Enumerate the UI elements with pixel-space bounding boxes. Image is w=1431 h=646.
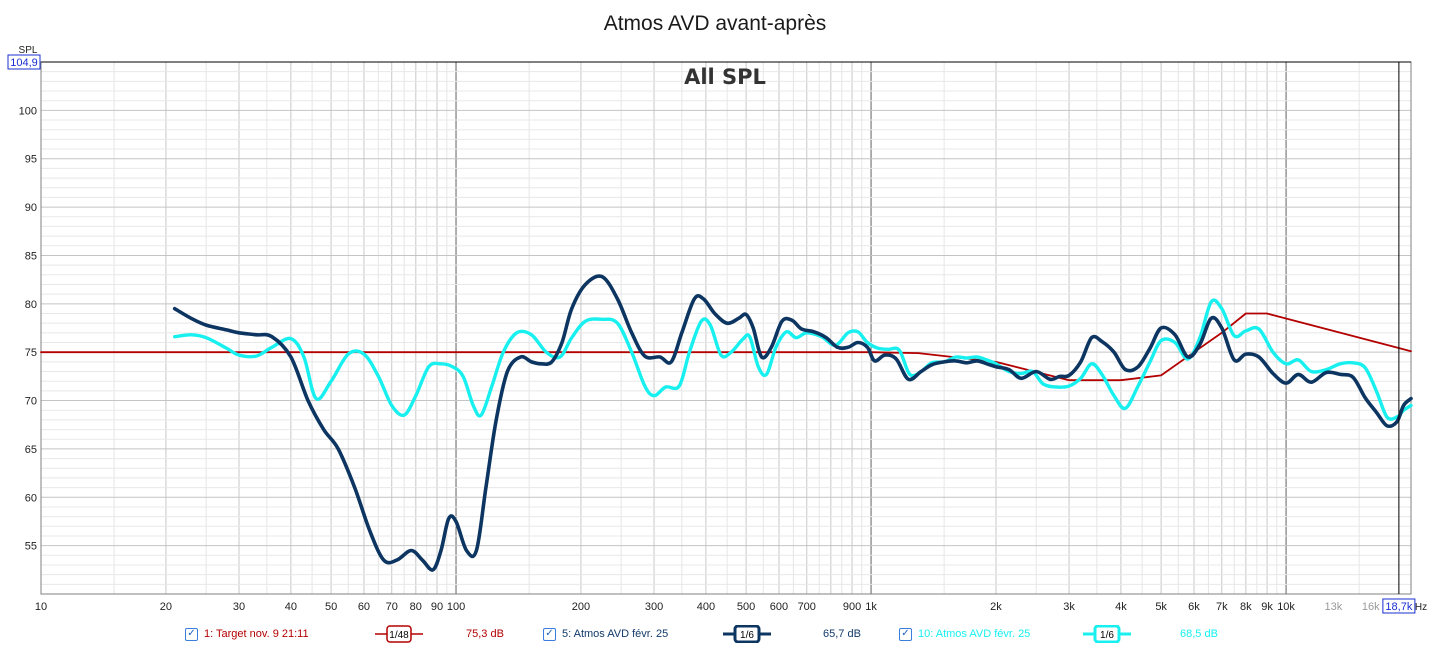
y-tick-label: 80 xyxy=(25,299,37,311)
x-tick-label: 40 xyxy=(285,601,297,613)
y-tick-label: 75 xyxy=(25,347,37,359)
legend-smoothing-box xyxy=(1093,625,1121,643)
overlay-title: All SPL xyxy=(684,65,766,89)
x-tick-label: 16k xyxy=(1362,601,1380,613)
legend-smoothing-box xyxy=(386,625,412,643)
legend-level: 75,3 dB xyxy=(466,628,504,640)
y-tick-label: 85 xyxy=(25,250,37,262)
legend-level: 68,5 dB xyxy=(1180,628,1218,640)
y-tick-label: 100 xyxy=(19,105,37,117)
y-tick-label: 65 xyxy=(25,444,37,456)
series-line-2 xyxy=(172,274,1413,572)
legend-smoothing-label: 1/6 xyxy=(740,630,754,641)
grid xyxy=(40,61,1412,595)
y-cursor-readout-box xyxy=(7,54,41,70)
x-tick-label: 80 xyxy=(410,601,422,613)
x-tick-label: 3k xyxy=(1063,601,1075,613)
y-tick-label: 90 xyxy=(25,202,37,214)
legend-smoothing-swatch[interactable]: 1/6 xyxy=(723,625,771,643)
x-tick-label: 70 xyxy=(386,601,398,613)
x-tick-label: 20 xyxy=(160,601,172,613)
x-tick-label: 10k xyxy=(1277,601,1295,613)
x-tick-label: 90 xyxy=(431,601,443,613)
x-tick-label: 1k xyxy=(865,601,877,613)
legend-checkbox[interactable]: ✓ xyxy=(899,627,912,641)
x-cursor-readout-box xyxy=(1382,598,1416,614)
legend-checkbox[interactable]: ✓ xyxy=(543,627,556,641)
legend: ✓ 1: Target nov. 9 21:11 1/48 75,3 dB ✓ 5: At… xyxy=(0,620,1431,646)
legend-smoothing-box xyxy=(733,625,761,643)
x-tick-label: 600 xyxy=(770,601,788,613)
x-tick-label: 50 xyxy=(325,601,337,613)
x-tick-label: 6k xyxy=(1188,601,1200,613)
x-tick-label: 30 xyxy=(233,601,245,613)
legend-label: 10: Atmos AVD févr. 25 xyxy=(918,628,1031,640)
x-tick-label: 900 xyxy=(843,601,861,613)
x-tick-label: 500 xyxy=(737,601,755,613)
x-tick-label: 200 xyxy=(572,601,590,613)
x-cursor-readout: 18,7k xyxy=(1385,601,1412,613)
chart: Atmos AVD avant-après 55 60 65 70 75 80 85 90 95… xyxy=(7,12,1428,614)
x-tick-label: 2k xyxy=(990,601,1002,613)
x-tick-label: 400 xyxy=(697,601,715,613)
y-tick-label: 70 xyxy=(25,396,37,408)
legend-smoothing-swatch[interactable]: 1/48 xyxy=(375,625,423,643)
chart-title: Atmos AVD avant-après xyxy=(604,12,827,35)
x-tick-label: 9k xyxy=(1261,601,1273,613)
x-tick-label: 700 xyxy=(798,601,816,613)
legend-smoothing-label: 1/48 xyxy=(389,630,409,641)
x-tick-label: 100 xyxy=(447,601,465,613)
legend-item-1[interactable]: ✓ 1: Target nov. 9 21:11 xyxy=(185,626,309,642)
x-tick-label: 13k xyxy=(1324,601,1342,613)
legend-smoothing-label: 1/6 xyxy=(1100,630,1114,641)
legend-label: 1: Target nov. 9 21:11 xyxy=(204,628,309,640)
x-tick-label: 60 xyxy=(358,601,370,613)
x-tick-label: 4k xyxy=(1115,601,1127,613)
x-tick-label: 10 xyxy=(35,601,47,613)
legend-item-2[interactable]: ✓ 5: Atmos AVD févr. 25 xyxy=(543,626,668,642)
x-axis-label: Hz xyxy=(1415,602,1427,613)
cursor[interactable]: 104,9 18,7k xyxy=(7,54,1416,614)
legend-checkbox[interactable]: ✓ xyxy=(185,627,198,641)
y-axis-label: SPL xyxy=(19,45,38,56)
plot-area xyxy=(41,62,1411,594)
y-cursor-readout: 104,9 xyxy=(10,57,38,69)
x-tick-label: 300 xyxy=(645,601,663,613)
legend-level: 65,7 dB xyxy=(823,628,861,640)
series-group xyxy=(40,274,1413,572)
y-tick-label: 60 xyxy=(25,492,37,504)
x-tick-label: 8k xyxy=(1240,601,1252,613)
legend-label: 5: Atmos AVD févr. 25 xyxy=(562,628,669,640)
legend-smoothing-swatch[interactable]: 1/6 xyxy=(1083,625,1131,643)
y-tick-label: 95 xyxy=(25,154,37,166)
legend-item-3[interactable]: ✓ 10: Atmos AVD févr. 25 xyxy=(899,626,1030,642)
y-tick-label: 55 xyxy=(25,541,37,553)
x-tick-label: 5k xyxy=(1155,601,1167,613)
x-tick-label: 7k xyxy=(1216,601,1228,613)
axes: 55 60 65 70 75 80 85 90 95 100 10 20 30 40 50 60 70 80 90 1… xyxy=(19,45,1428,613)
